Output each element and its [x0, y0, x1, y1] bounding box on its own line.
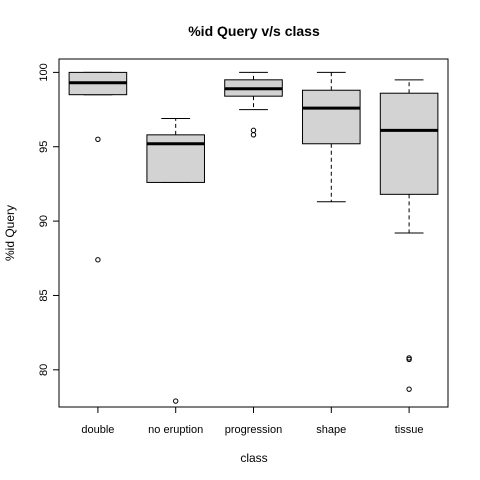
outlier-point — [251, 133, 255, 137]
outlier-point — [174, 399, 178, 403]
y-axis: 80 85 90 95 100 — [38, 63, 59, 376]
x-axis-label: class — [240, 451, 267, 465]
x-tick-label: no eruption — [148, 424, 203, 436]
x-axis: double no eruption progression shape tissue — [81, 407, 423, 436]
iqr-box — [147, 135, 205, 183]
outlier-point — [96, 137, 100, 141]
iqr-box — [303, 90, 361, 144]
boxes-group — [69, 72, 438, 403]
y-tick-label: 100 — [38, 63, 50, 81]
box-progression — [225, 72, 283, 137]
outlier-point — [96, 258, 100, 262]
y-tick-label: 80 — [38, 364, 50, 376]
outlier-point — [251, 128, 255, 132]
y-tick-label: 95 — [38, 141, 50, 153]
box-shape — [303, 72, 361, 201]
y-tick-label: 85 — [38, 289, 50, 301]
iqr-box — [380, 93, 438, 194]
x-tick-label: tissue — [395, 424, 424, 436]
x-tick-label: shape — [316, 424, 346, 436]
y-axis-label: %id Query — [3, 205, 17, 261]
y-tick-label: 90 — [38, 215, 50, 227]
x-tick-label: progression — [225, 424, 282, 436]
box-double — [69, 72, 127, 262]
box-no-eruption — [147, 118, 205, 403]
box-tissue — [380, 80, 438, 392]
x-tick-label: double — [81, 424, 114, 436]
chart-title: %id Query v/s class — [188, 23, 320, 39]
outlier-point — [407, 387, 411, 391]
